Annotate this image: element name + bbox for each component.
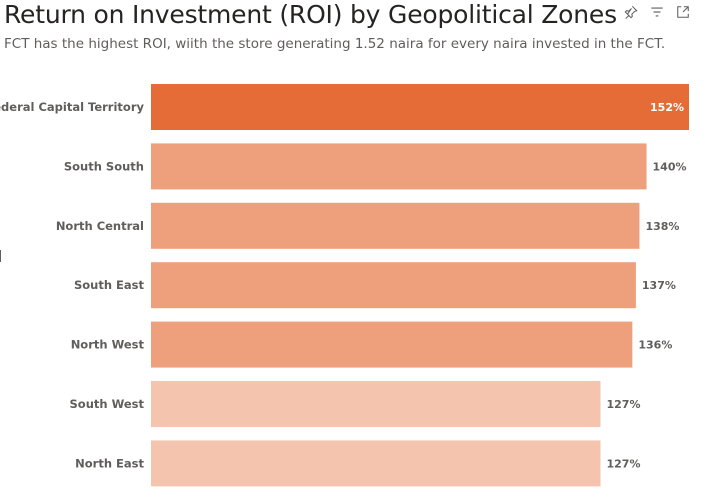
bar[interactable] [151, 321, 633, 368]
bar[interactable] [151, 381, 601, 427]
data-label: 136% [638, 339, 672, 352]
bar[interactable] [151, 440, 601, 487]
bar-group[interactable]: South South 140% [64, 143, 687, 190]
data-label: 140% [653, 160, 687, 173]
pin-icon[interactable] [623, 4, 639, 20]
category-label: North East [75, 456, 144, 470]
bar-group[interactable]: North West 136% [71, 321, 673, 368]
data-label: 127% [607, 398, 641, 411]
bar[interactable] [151, 84, 689, 130]
visual-header-toolbar [623, 4, 691, 20]
bar-group[interactable]: South East 137% [74, 262, 676, 309]
bar-group[interactable]: Federal Capital Territory 152% [0, 84, 689, 130]
chart-title: Return on Investment (ROI) by Geopolitic… [4, 0, 617, 29]
chart-subtitle: FCT has the highest ROI, wiith the store… [4, 36, 666, 52]
bar-group[interactable]: South West 127% [70, 381, 641, 427]
category-label: South South [64, 159, 144, 173]
filter-icon[interactable] [649, 4, 665, 20]
category-label: Federal Capital Territory [0, 100, 144, 114]
data-label: 152% [650, 101, 684, 114]
bar[interactable] [151, 143, 647, 190]
category-label: South East [74, 278, 145, 292]
bar-group[interactable]: North Central 138% [56, 202, 680, 249]
bar[interactable] [151, 262, 636, 309]
bar[interactable] [151, 202, 640, 249]
data-label: 138% [645, 220, 679, 233]
category-label: South West [70, 397, 145, 411]
category-label: North Central [56, 219, 144, 233]
category-label: North West [71, 338, 145, 352]
data-label: 127% [607, 457, 641, 470]
data-label: 137% [642, 279, 676, 292]
resize-edge-marker[interactable] [0, 250, 1, 262]
bar-group[interactable]: North East 127% [75, 440, 641, 487]
focus-mode-icon[interactable] [675, 4, 691, 20]
